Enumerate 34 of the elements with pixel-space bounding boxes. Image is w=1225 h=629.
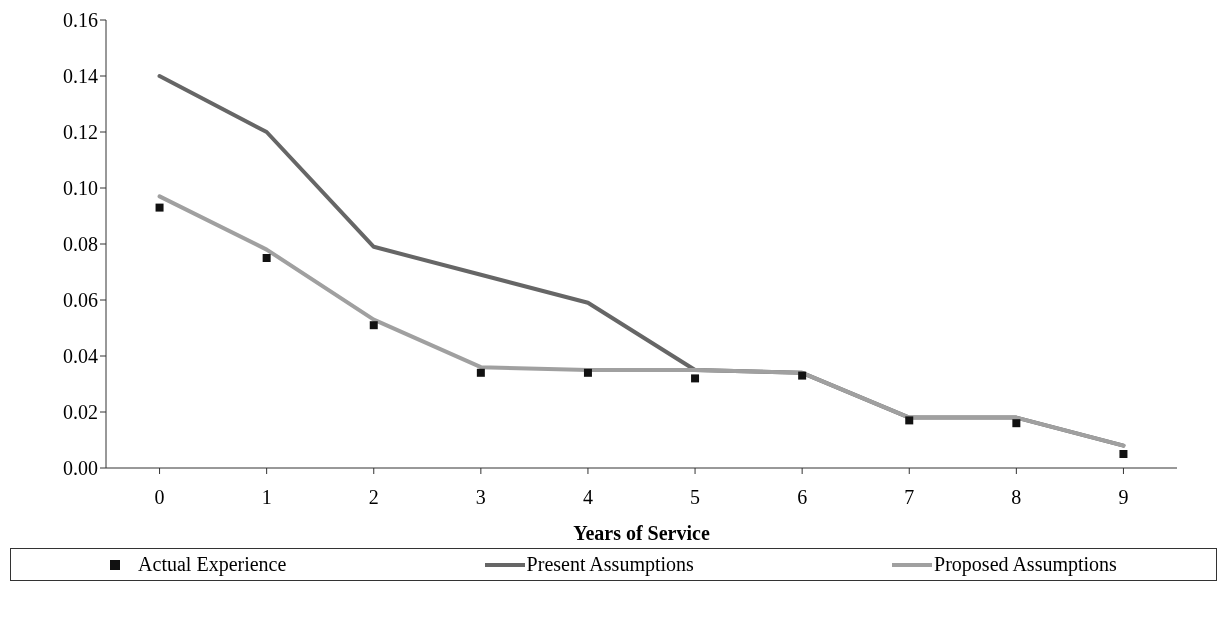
x-tick-label: 1 — [261, 486, 272, 509]
y-tick-label: 0.16 — [63, 9, 98, 32]
y-tick-label: 0.04 — [63, 345, 98, 368]
x-tick-label: 2 — [368, 486, 379, 509]
y-tick-label: 0.06 — [63, 289, 98, 312]
y-tick-label: 0.12 — [63, 121, 98, 144]
point — [1119, 450, 1128, 458]
point — [905, 416, 914, 425]
point — [369, 321, 378, 330]
x-tick-label: 3 — [475, 486, 486, 509]
x-tick-label: 7 — [904, 486, 915, 509]
y-tick-label: 0.10 — [63, 177, 98, 200]
x-tick-label: 9 — [1118, 486, 1129, 509]
point — [262, 254, 271, 262]
y-tick-label: 0.14 — [63, 65, 98, 88]
point — [476, 368, 485, 377]
line-series — [157, 194, 1126, 448]
point — [155, 203, 164, 212]
point — [798, 371, 807, 380]
legend-label: Present Assumptions — [526, 553, 694, 576]
x-tick-label: 5 — [690, 486, 701, 509]
x-tick-label: 4 — [582, 486, 593, 509]
legend-label: Actual Experience — [138, 553, 287, 576]
point — [583, 368, 592, 377]
y-tick-label: 0.00 — [63, 457, 98, 480]
x-axis-title: Years of Service — [573, 522, 710, 544]
x-tick-label: 8 — [1011, 486, 1022, 509]
x-tick-label: 6 — [797, 486, 808, 509]
x-tick-label: 0 — [154, 486, 165, 509]
point — [1012, 419, 1021, 428]
y-tick-label: 0.08 — [63, 233, 98, 256]
point — [691, 374, 700, 383]
legend-label: Proposed Assumptions — [934, 553, 1117, 576]
y-tick-label: 0.02 — [63, 401, 98, 424]
